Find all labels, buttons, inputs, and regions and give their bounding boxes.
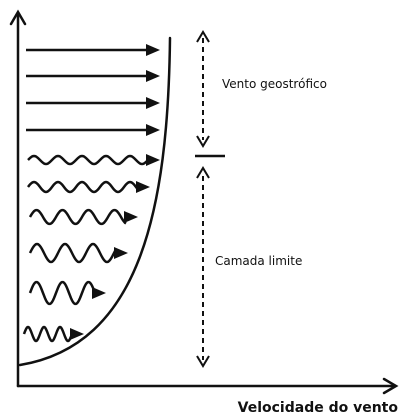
x-axis-label: Velocidade do vento [238,400,399,416]
wavy-arrow [28,242,118,264]
arrow-head [146,97,160,109]
wavy-arrow [22,325,74,343]
arrow-head [196,135,210,148]
arrow-head [196,355,210,368]
wavy-arrow [27,154,149,166]
wind-profile-curve [18,36,172,367]
x-axis-arrow [382,377,399,395]
axes [9,9,399,395]
arrow-head [70,328,84,340]
geostrophic-label: Vento geostrófico [222,77,327,91]
arrow-head [146,124,160,136]
arrow-head [92,287,106,299]
wind-arrows [22,44,160,343]
arrow-head [146,44,160,56]
arrow-head [124,211,138,223]
wavy-arrow [28,208,127,226]
height-markers [195,30,225,368]
arrow-head [146,70,160,82]
arrow-head [196,30,210,43]
wavy-arrow [28,280,96,306]
arrow-head [146,154,160,166]
arrow-head [136,181,150,193]
arrow-head [196,166,210,179]
y-axis-arrow [9,9,27,26]
arrow-head [114,247,128,259]
wavy-arrow [27,180,139,194]
boundary-label: Camada limite [215,254,302,268]
